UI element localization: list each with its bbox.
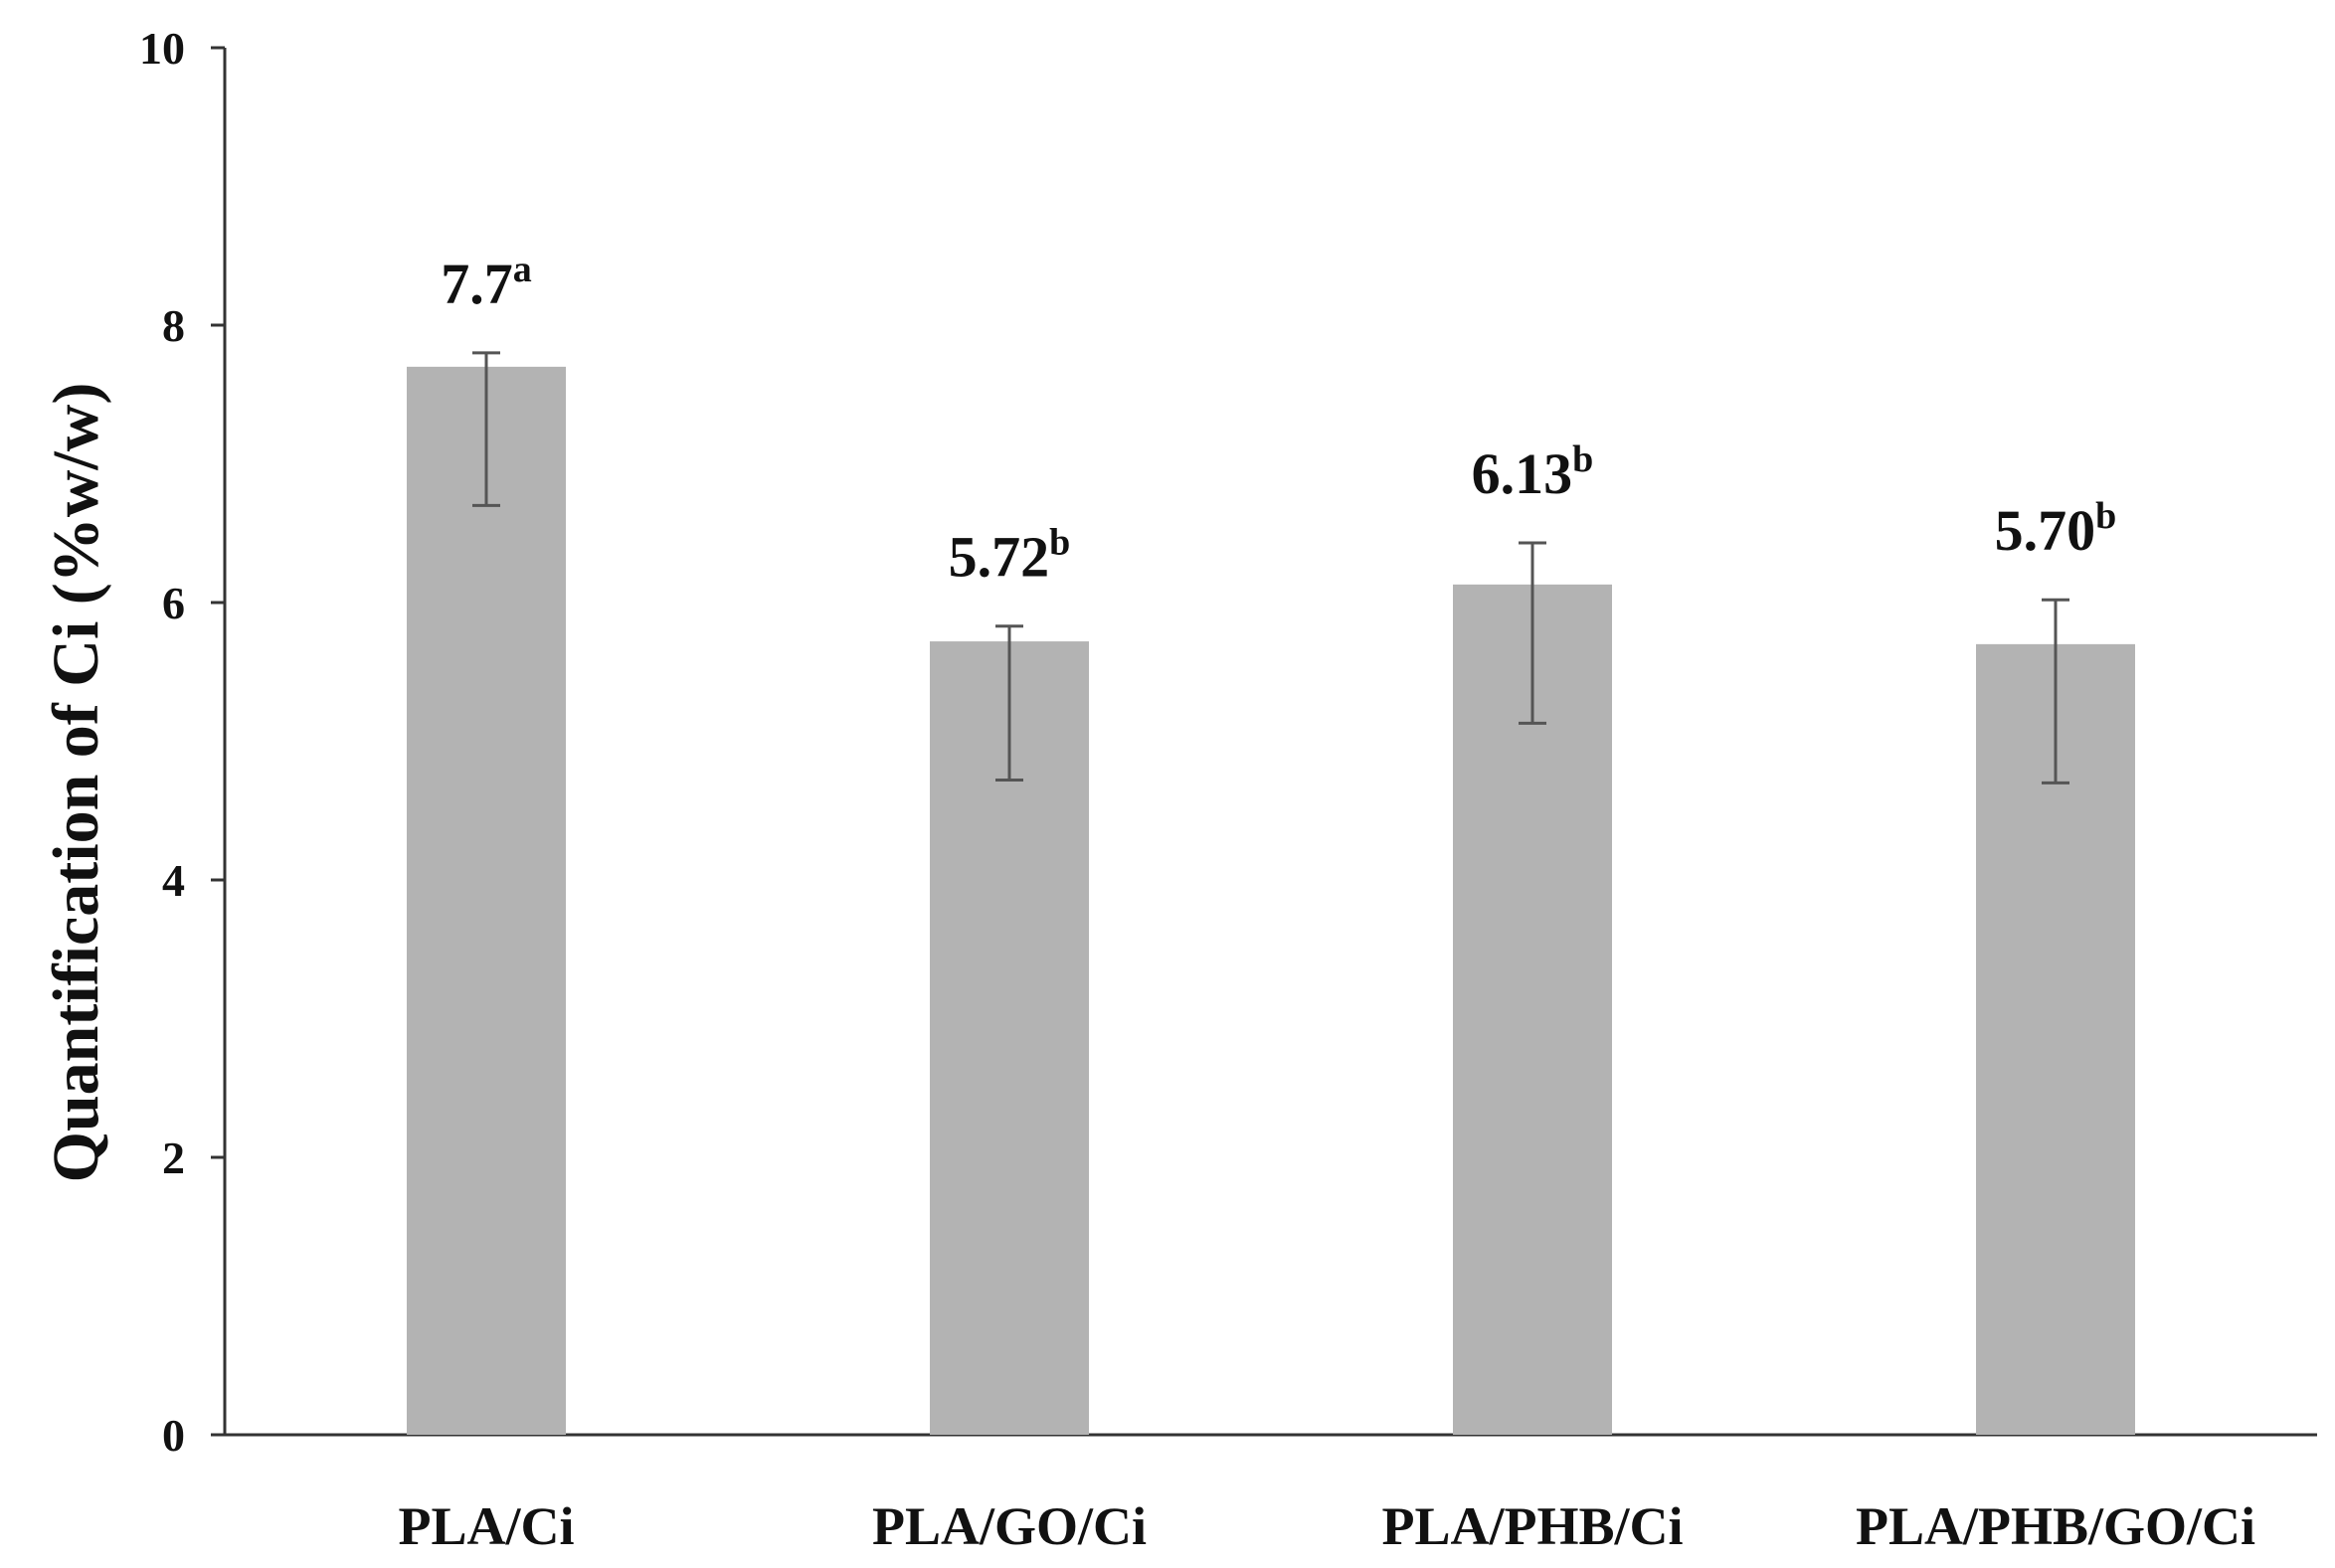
x-category-label: PLA/PHB/GO/Ci bbox=[1856, 1496, 2255, 1556]
x-category-label: PLA/GO/Ci bbox=[872, 1496, 1147, 1556]
data-label: 5.72b bbox=[949, 522, 1071, 590]
y-tick-label: 6 bbox=[162, 578, 185, 628]
data-label: 5.70b bbox=[1995, 495, 2117, 563]
y-axis-title: Quantification of Ci (%w/w) bbox=[40, 383, 112, 1183]
bar bbox=[1453, 584, 1612, 1435]
y-tick-label: 4 bbox=[162, 855, 185, 906]
x-category-label: PLA/Ci bbox=[398, 1496, 574, 1556]
plot-area: 0 2 4 6 8 10 7.7a PLA/Ci 5.72b PLA/GO/Ci 6.13b PLA/… bbox=[139, 23, 2317, 1556]
data-label: 6.13b bbox=[1472, 438, 1594, 506]
x-category-label: PLA/PHB/Ci bbox=[1381, 1496, 1683, 1556]
y-tick-label: 0 bbox=[162, 1410, 185, 1461]
y-tick-label: 8 bbox=[162, 300, 185, 351]
y-tick-label: 10 bbox=[139, 23, 185, 74]
bar bbox=[407, 366, 566, 1436]
data-label: 7.7a bbox=[441, 249, 532, 316]
y-tick-label: 2 bbox=[162, 1132, 185, 1183]
